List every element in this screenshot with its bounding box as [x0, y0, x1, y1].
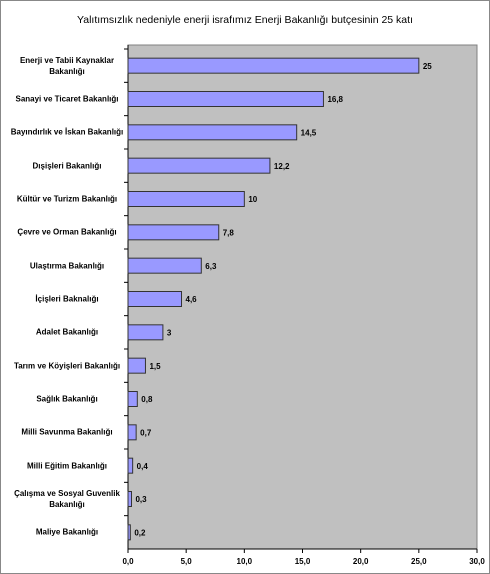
y-tick-label: Adalet Bakanlığı	[35, 327, 99, 337]
y-tick-label: Enerji ve Tabii Kaynaklar Bakanlığı	[19, 55, 115, 76]
value-label: 4,6	[186, 295, 198, 304]
chart-title: Yalıtımsızlık nedeniyle enerji israfımız…	[77, 14, 413, 26]
bar	[127, 324, 164, 341]
value-label: 0,2	[134, 528, 146, 537]
bar	[127, 257, 202, 274]
value-label: 12,2	[274, 162, 290, 171]
bar	[127, 491, 132, 507]
y-tick-label: Ulaştırma Bakanlığı	[29, 261, 105, 271]
y-tick-label: Maliye Bakanlığı	[35, 527, 99, 537]
bar	[127, 291, 183, 307]
value-label: 16,8	[327, 95, 343, 104]
value-label: 0,7	[140, 428, 152, 437]
y-tick-label: Çevre ve Orman Bakanlığı	[17, 227, 117, 237]
bar	[127, 424, 137, 441]
bar	[127, 224, 220, 241]
y-tick-label: Milli Eğitim Bakanlığı	[26, 461, 107, 471]
y-tick-label: Dışişleri Bakanlığı	[32, 161, 102, 171]
bar	[127, 191, 245, 207]
x-tick-label: 0,0	[122, 557, 134, 566]
x-tick-label: 20,0	[353, 557, 369, 566]
y-tick-label: Sanayi ve Ticaret Bakanlığı	[15, 94, 119, 104]
value-label: 3	[167, 328, 172, 337]
value-label: 10	[248, 195, 257, 204]
value-label: 25	[423, 62, 432, 71]
x-tick-label: 30,0	[469, 557, 485, 566]
value-label: 6,3	[205, 262, 217, 271]
y-tick-label: Çalışma ve Sosyal Guvenlik Bakanlığı	[14, 489, 120, 509]
bar	[127, 391, 138, 407]
x-tick-label: 25,0	[411, 557, 427, 566]
y-tick-label: Milli Savunma Bakanlığı	[21, 427, 113, 437]
y-tick-label: Sağlık Bakanlığı	[36, 394, 98, 404]
bar	[127, 457, 134, 474]
x-tick-label: 5,0	[181, 557, 193, 566]
y-tick-label: Bayındırlık ve İskan Bakanlığı	[10, 127, 124, 137]
value-label: 14,5	[301, 128, 317, 137]
y-tick-label: İçişleri Baknalığı	[35, 294, 99, 304]
bar	[127, 524, 131, 541]
x-tick-label: 15,0	[295, 557, 311, 566]
bar	[127, 357, 146, 374]
y-tick-label: Tarım ve Köyişleri Bakanlığı	[13, 361, 121, 371]
value-label: 0,3	[135, 495, 147, 504]
value-label: 1,5	[149, 362, 161, 371]
bar	[127, 57, 420, 74]
bar	[127, 124, 298, 141]
bar	[127, 157, 271, 174]
bar	[127, 91, 324, 107]
value-label: 7,8	[223, 228, 235, 237]
y-tick-label: Kültür ve Turizm Bakanlığı	[16, 194, 118, 204]
value-label: 0,8	[141, 395, 153, 404]
value-label: 0,4	[137, 462, 149, 471]
x-tick-label: 10,0	[237, 557, 253, 566]
